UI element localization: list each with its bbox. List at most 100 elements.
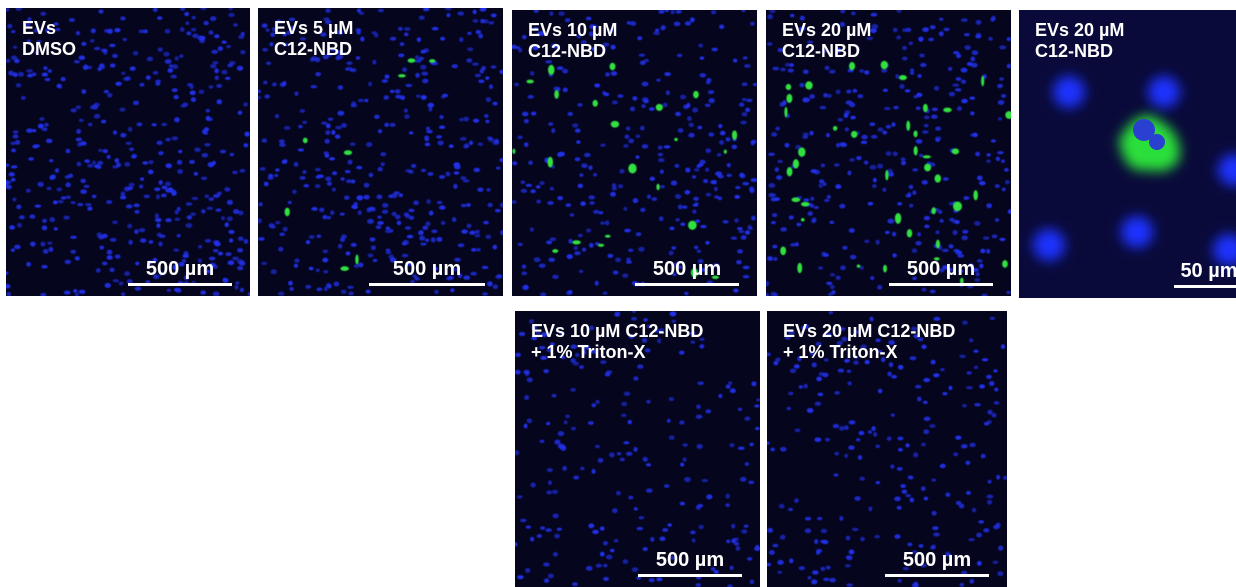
nucleus: [746, 99, 753, 103]
nucleus: [919, 544, 924, 548]
green-signal: [801, 202, 810, 207]
nucleus: [996, 157, 1000, 161]
nucleus: [680, 222, 685, 226]
nucleus: [520, 180, 525, 184]
nucleus: [383, 95, 389, 100]
nucleus: [864, 240, 869, 244]
nucleus: [895, 74, 899, 79]
nucleus: [891, 122, 895, 127]
nucleus: [952, 84, 959, 87]
nucleus: [955, 435, 961, 439]
nucleus: [680, 463, 684, 467]
nucleus: [916, 93, 922, 98]
nucleus: [158, 47, 163, 51]
nucleus: [334, 281, 340, 286]
nucleus: [803, 198, 809, 201]
nucleus: [539, 263, 546, 267]
nucleus: [705, 409, 711, 413]
nucleus: [229, 238, 233, 242]
nucleus: [740, 121, 747, 125]
nucleus: [129, 147, 134, 151]
green-signal: [693, 91, 699, 99]
nucleus: [737, 227, 743, 230]
nucleus: [191, 28, 197, 32]
nucleus: [157, 16, 162, 20]
nucleus: [871, 426, 875, 431]
nucleus: [974, 403, 981, 406]
nucleus: [794, 429, 800, 433]
nucleus: [243, 102, 247, 106]
nucleus: [522, 285, 528, 290]
nucleus: [530, 71, 535, 76]
nucleus: [177, 160, 182, 165]
nucleus: [744, 524, 749, 527]
nucleus: [64, 260, 71, 265]
nucleus: [916, 106, 921, 110]
nucleus: [777, 571, 782, 574]
label-line: EVs 20 µM C12-NBD: [783, 321, 955, 342]
nucleus: [79, 290, 86, 294]
nucleus: [741, 529, 748, 533]
nucleus: [439, 205, 446, 210]
nucleus: [1002, 188, 1006, 192]
nucleus: [685, 167, 690, 172]
nucleus: [347, 286, 354, 289]
nucleus: [525, 371, 530, 376]
nucleus: [705, 241, 710, 245]
nucleus: [975, 152, 980, 157]
nucleus: [624, 391, 631, 396]
nucleus: [94, 47, 101, 51]
nucleus: [459, 37, 463, 42]
nucleus: [680, 95, 687, 100]
nucleus: [482, 292, 488, 295]
nucleus: [330, 210, 334, 215]
green-signal: [787, 167, 793, 176]
nucleus: [325, 176, 331, 181]
nucleus: [350, 68, 357, 72]
nucleus: [582, 248, 586, 252]
nucleus: [536, 199, 541, 203]
nucleus: [446, 172, 451, 177]
nucleus: [1003, 476, 1007, 480]
nucleus: [751, 140, 755, 145]
nucleus: [413, 200, 419, 205]
nucleus: [13, 130, 19, 133]
nucleus: [571, 427, 576, 431]
nucleus: [206, 116, 211, 121]
nucleus: [191, 197, 198, 200]
nucleus: [366, 142, 372, 147]
nucleus: [80, 141, 87, 145]
scale-bar: 500 µm: [889, 258, 993, 286]
nucleus: [102, 262, 108, 266]
nucleus: [897, 467, 903, 471]
nucleus: [680, 502, 686, 506]
nucleus: [650, 177, 656, 181]
nucleus: [463, 117, 469, 122]
nucleus: [385, 230, 392, 233]
nucleus: [225, 222, 229, 227]
nucleus: [643, 100, 649, 104]
nucleus: [174, 95, 179, 99]
nucleus: [909, 185, 914, 189]
nucleus: [807, 576, 811, 580]
nucleus: [262, 23, 268, 28]
micrograph: EVs 5 µMC12-NBD500 µm: [258, 8, 503, 296]
nucleus: [156, 140, 162, 145]
nucleus: [780, 447, 787, 452]
nucleus: [845, 127, 850, 131]
nucleus: [917, 232, 921, 236]
nucleus: [750, 21, 755, 25]
nucleus: [856, 438, 861, 442]
nucleus: [847, 171, 851, 176]
nucleus: [99, 65, 105, 70]
nucleus: [278, 291, 284, 295]
nucleus: [547, 201, 554, 205]
nucleus: [43, 249, 49, 254]
nucleus: [876, 445, 880, 448]
nucleus: [966, 491, 971, 495]
nucleus: [924, 216, 930, 221]
nucleus: [172, 88, 178, 92]
nucleus: [861, 135, 867, 140]
nucleus: [432, 27, 439, 31]
nucleus: [618, 184, 624, 188]
